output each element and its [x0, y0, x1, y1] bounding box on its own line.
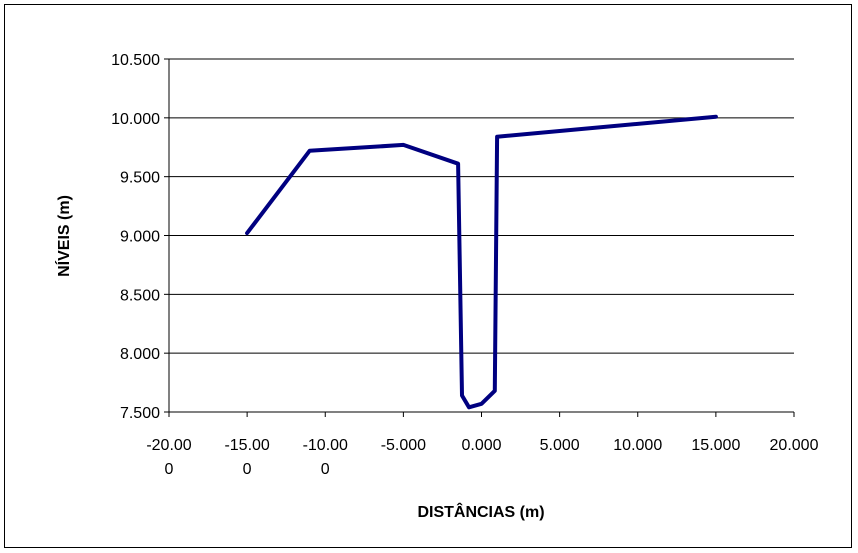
series-line-0 — [245, 114, 718, 410]
data-point-0-7 — [493, 389, 497, 393]
x-tick-label-8: 20.000 — [770, 437, 819, 454]
series-layer — [245, 114, 718, 410]
x-tick-label-6: 10.000 — [613, 437, 662, 454]
data-point-0-1 — [308, 149, 312, 153]
y-tick-labels: 7.500 8.000 8.500 9.000 9.500 10.000 10.500 — [111, 52, 160, 422]
gridlines — [169, 58, 794, 413]
x-tick-label-0: -20.00 0 — [146, 437, 191, 478]
data-point-0-8 — [495, 135, 499, 139]
data-point-0-4 — [460, 394, 464, 398]
x-axis-title: DISTÂNCIAS (m) — [417, 502, 544, 521]
y-tick-label-1: 8.000 — [120, 346, 160, 363]
x-tick-label-3: -5.000 — [381, 437, 426, 454]
y-tick-label-3: 9.000 — [120, 229, 160, 246]
y-tick-label-0: 7.500 — [120, 405, 160, 422]
data-point-0-5 — [467, 405, 471, 409]
x-tick-label-1: -15.00 0 — [224, 437, 269, 478]
data-point-0-2 — [401, 143, 405, 147]
y-tick-label-6: 10.500 — [111, 52, 160, 69]
x-tick-label-4: 0.000 — [461, 437, 501, 454]
x-tick-label-2: -10.00 0 — [303, 437, 348, 478]
chart-frame — [4, 4, 852, 548]
x-tick-label-5: 5.000 — [540, 437, 580, 454]
y-tick-label-2: 8.500 — [120, 287, 160, 304]
y-tick-label-4: 9.500 — [120, 170, 160, 187]
data-point-0-9 — [714, 115, 718, 119]
data-point-0-0 — [245, 231, 249, 235]
y-axis-title: NÍVEIS (m) — [54, 195, 73, 277]
data-point-0-3 — [456, 162, 460, 166]
data-point-0-6 — [480, 402, 483, 406]
x-tick-labels: -20.00 0 -15.00 0 -10.00 0 -5.000 0.000 5.000 10.… — [146, 437, 818, 478]
x-tick-label-7: 15.000 — [691, 437, 740, 454]
axes — [164, 58, 795, 417]
y-tick-label-5: 10.000 — [111, 111, 160, 128]
